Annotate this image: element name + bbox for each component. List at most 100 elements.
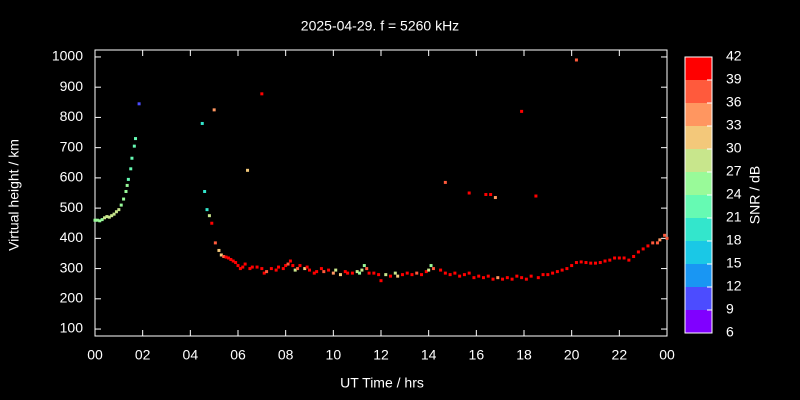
data-point [281, 267, 285, 271]
data-point [327, 268, 331, 272]
data-point [360, 268, 364, 272]
x-tick-label: 20 [564, 347, 580, 363]
x-tick-label: 02 [135, 347, 151, 363]
data-point [134, 137, 138, 141]
data-point [663, 233, 667, 237]
data-point [296, 267, 300, 271]
data-point [515, 274, 519, 278]
data-point [260, 267, 264, 271]
data-point [100, 218, 104, 222]
data-point [496, 276, 500, 280]
data-point [458, 274, 462, 278]
colorbar-tick-label: 12 [726, 278, 742, 294]
data-point [570, 264, 574, 268]
data-point [520, 276, 524, 280]
colorbar-tick-label: 9 [726, 301, 734, 317]
data-point [379, 279, 383, 283]
data-point [114, 210, 118, 214]
data-point [262, 271, 266, 275]
y-tick-label: 200 [60, 290, 84, 306]
colorbar-tick-label: 15 [726, 255, 742, 271]
y-tick-label: 500 [60, 199, 84, 215]
data-point [362, 264, 366, 268]
data-point [224, 255, 228, 259]
data-point [312, 271, 316, 275]
data-point [236, 264, 240, 268]
data-point [355, 270, 359, 274]
colorbar-tick-label: 42 [726, 48, 742, 64]
data-point [384, 273, 388, 277]
data-point [551, 271, 555, 275]
colorbar-tick-label: 33 [726, 117, 742, 133]
colorbar-segment [685, 195, 712, 218]
data-point [95, 218, 99, 222]
data-point [598, 261, 602, 265]
y-tick-label: 800 [60, 108, 84, 124]
data-point [410, 273, 414, 277]
colorbar-label: SNR / dB [747, 166, 763, 224]
colorbar-segment [685, 241, 712, 264]
data-point [420, 273, 424, 277]
x-tick-label: 10 [326, 347, 342, 363]
data-point [510, 277, 514, 281]
data-point [443, 180, 447, 184]
data-point [477, 274, 481, 278]
x-tick-label: 06 [230, 347, 246, 363]
data-point [424, 270, 428, 274]
data-point [212, 108, 216, 112]
data-point [393, 271, 397, 275]
data-point [217, 248, 221, 252]
colorbar-segment [685, 103, 712, 126]
data-point [439, 268, 443, 272]
data-point [389, 274, 393, 278]
colorbar-segment [685, 57, 712, 80]
data-point [132, 144, 136, 148]
x-tick-label: 22 [612, 347, 628, 363]
data-point [555, 270, 559, 274]
data-point [207, 214, 211, 218]
x-tick-label: 04 [183, 347, 199, 363]
y-tick-label: 900 [60, 78, 84, 94]
data-point [632, 254, 636, 258]
x-tick-label: 14 [421, 347, 437, 363]
data-point [125, 183, 129, 187]
data-point [405, 271, 409, 275]
y-tick-label: 600 [60, 169, 84, 185]
data-point [231, 259, 235, 263]
data-point [396, 274, 400, 278]
data-point [448, 273, 452, 277]
data-point [286, 262, 290, 266]
data-point [541, 273, 545, 277]
data-point [462, 273, 466, 277]
data-point [103, 216, 107, 220]
data-point [291, 264, 295, 268]
data-point [219, 253, 223, 257]
colorbar-segment [685, 287, 712, 310]
colorbar-tick-label: 24 [726, 186, 742, 202]
data-point [293, 268, 297, 272]
data-point [651, 241, 655, 245]
data-point [238, 267, 242, 271]
data-point [400, 273, 404, 277]
data-point [222, 254, 226, 258]
data-point [560, 268, 564, 272]
data-point [658, 238, 662, 242]
data-point [534, 194, 538, 198]
data-point [105, 215, 109, 219]
data-point [574, 58, 578, 62]
data-point [603, 259, 607, 263]
data-point [613, 256, 617, 260]
data-point [260, 92, 264, 96]
chart-title: 2025-04-29. f = 5260 kHz [301, 18, 459, 34]
data-point [229, 258, 233, 262]
colorbar-segment [685, 310, 712, 333]
data-point [524, 277, 528, 281]
data-point [501, 277, 505, 281]
data-point [365, 267, 369, 271]
colorbar-segment [685, 126, 712, 149]
data-point [655, 241, 659, 245]
data-point [617, 256, 621, 260]
y-tick-label: 300 [60, 259, 84, 275]
